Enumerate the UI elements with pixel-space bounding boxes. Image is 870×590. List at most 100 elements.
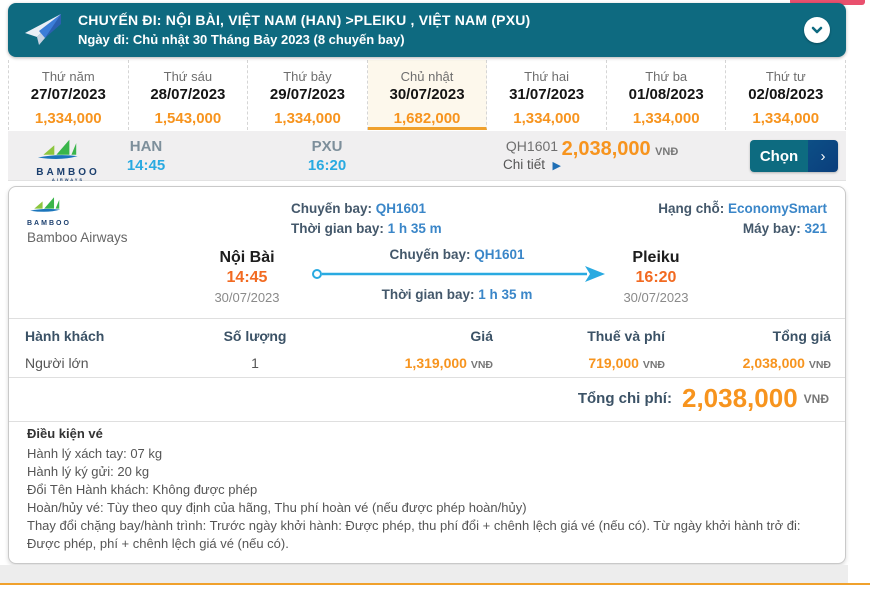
divider bbox=[9, 318, 845, 319]
logo-wordmark: BAMBOO bbox=[27, 220, 71, 227]
route-line-block: Chuyến bay: QH1601 Thời gian bay: 1 h 35… bbox=[309, 247, 605, 302]
tab-day-label: Thứ hai bbox=[524, 69, 570, 84]
date-tab-strip: Thứ năm 27/07/2023 1,334,000 Thứ sáu 28/… bbox=[8, 60, 847, 130]
flight-label: Chuyến bay: bbox=[389, 247, 471, 262]
condition-rebooking: Thay đổi chặng bay/hành trình: Trước ngà… bbox=[27, 518, 801, 551]
bamboo-airways-logo-small bbox=[30, 197, 61, 212]
date-tab-thu-nam[interactable]: Thứ năm 27/07/2023 1,334,000 bbox=[9, 60, 129, 130]
tab-price: 1,334,000 bbox=[274, 110, 341, 127]
tab-date-label: 30/07/2023 bbox=[389, 86, 465, 103]
total-price: 2,038,000 bbox=[561, 138, 651, 160]
grand-total-row: Tổng chi phí: 2,038,000 VNĐ bbox=[578, 383, 829, 414]
fare-table-header: Hành khách Số lượng Giá Thuế và phí Tổng… bbox=[25, 323, 831, 349]
currency-label: VNĐ bbox=[642, 359, 665, 371]
trip-title: CHUYẾN ĐI: NỘI BÀI, VIỆT NAM (HAN) >PLEI… bbox=[78, 12, 531, 28]
flight-number-column: QH1601 Chi tiết ▶ bbox=[467, 138, 597, 172]
base-fare: 1,319,000 bbox=[404, 355, 467, 371]
airline-name: Bamboo Airways bbox=[27, 230, 128, 245]
tab-price: 1,334,000 bbox=[513, 110, 580, 127]
fare-table-row: Người lớn 1 1,319,000 VNĐ 719,000 VNĐ 2,… bbox=[25, 349, 831, 377]
tab-date-label: 27/07/2023 bbox=[30, 86, 106, 103]
flight-detail-card: BAMBOO Bamboo Airways Chuyến bay: QH1601… bbox=[8, 186, 846, 564]
page-background-strip bbox=[0, 565, 848, 583]
divider bbox=[9, 377, 845, 378]
flight-number: QH1601 bbox=[474, 247, 525, 262]
duration-value: 1 h 35 m bbox=[387, 221, 442, 236]
currency-label: VNĐ bbox=[470, 359, 493, 371]
tab-date-label: 29/07/2023 bbox=[269, 86, 345, 103]
currency-label: VNĐ bbox=[655, 146, 679, 158]
fare-conditions: Điều kiện vé Hành lý xách tay: 07 kg Hàn… bbox=[27, 425, 829, 553]
flight-path-icon bbox=[312, 266, 605, 282]
condition-checked: Hành lý ký gửi: 20 kg bbox=[27, 464, 150, 479]
aircraft-label: Máy bay: bbox=[742, 221, 801, 236]
flight-meta-block: Chuyến bay: QH1601 Thời gian bay: 1 h 35… bbox=[291, 199, 442, 239]
grand-total-label: Tổng chi phí: bbox=[577, 390, 672, 407]
chevron-right-icon: › bbox=[808, 140, 838, 172]
row-total: 2,038,000 bbox=[742, 355, 805, 371]
arrival-time: 16:20 bbox=[307, 157, 347, 174]
conditions-title: Điều kiện vé bbox=[27, 426, 103, 441]
tab-price: 1,682,000 bbox=[393, 110, 461, 127]
currency-label: VNĐ bbox=[808, 359, 831, 371]
select-flight-button[interactable]: Chọn › bbox=[750, 140, 838, 172]
origin-code: HAN bbox=[129, 138, 163, 155]
date-tab-thu-bay[interactable]: Thứ bảy 29/07/2023 1,334,000 bbox=[248, 60, 368, 130]
duration-label: Thời gian bay: bbox=[291, 221, 384, 236]
collapse-toggle-button[interactable] bbox=[804, 17, 830, 43]
paper-plane-icon bbox=[8, 11, 78, 49]
tab-price: 1,334,000 bbox=[752, 110, 820, 127]
col-tax: Thuế và phí bbox=[587, 328, 665, 344]
bottom-accent-line bbox=[0, 583, 870, 585]
date-tab-chu-nhat-selected[interactable]: Chủ nhật 30/07/2023 1,682,000 bbox=[367, 60, 488, 130]
destination-column: PXU 16:20 bbox=[277, 138, 377, 174]
origin-block: Nội Bài 14:45 30/07/2023 bbox=[177, 249, 317, 305]
chevron-down-icon bbox=[811, 26, 823, 34]
destination-code: PXU bbox=[311, 138, 343, 155]
grand-total-value: 2,038,000 bbox=[681, 383, 798, 413]
currency-label: VNĐ bbox=[803, 391, 829, 406]
top-right-accent-strip bbox=[790, 0, 865, 5]
tab-day-label: Thứ ba bbox=[645, 69, 688, 84]
tab-day-label: Thứ năm bbox=[41, 69, 95, 84]
aircraft-value: 321 bbox=[804, 221, 827, 236]
col-quantity: Số lượng bbox=[223, 328, 287, 344]
destination-date: 30/07/2023 bbox=[623, 290, 689, 305]
tab-price: 1,334,000 bbox=[632, 110, 700, 127]
airline-block: BAMBOO Bamboo Airways bbox=[27, 195, 128, 245]
trip-subtitle: Ngày đi: Chủ nhật 30 Tháng Bảy 2023 (8 c… bbox=[78, 32, 405, 47]
duration-label: Thời gian bay: bbox=[381, 287, 475, 302]
tab-day-label: Thứ sáu bbox=[163, 69, 213, 84]
tab-date-label: 31/07/2023 bbox=[509, 86, 585, 103]
tab-day-label: Chủ nhật bbox=[400, 69, 454, 84]
details-link[interactable]: Chi tiết ▶ bbox=[502, 157, 561, 172]
destination-time: 16:20 bbox=[635, 269, 677, 286]
flight-number: QH1601 bbox=[375, 201, 427, 216]
tab-date-label: 01/08/2023 bbox=[628, 86, 704, 103]
date-tab-thu-tu[interactable]: Thứ tư 02/08/2023 1,334,000 bbox=[726, 60, 847, 130]
fare-table: Hành khách Số lượng Giá Thuế và phí Tổng… bbox=[25, 323, 831, 377]
date-tab-thu-hai[interactable]: Thứ hai 31/07/2023 1,334,000 bbox=[487, 60, 607, 130]
play-triangle-icon: ▶ bbox=[552, 160, 561, 172]
origin-time: 14:45 bbox=[226, 269, 268, 286]
logo-subtext: AIRWAYS bbox=[51, 177, 85, 182]
duration-value: 1 h 35 m bbox=[478, 287, 533, 302]
cabin-meta-block: Hạng chỗ: EconomySmart Máy bay: 321 bbox=[658, 199, 827, 239]
date-tab-thu-ba[interactable]: Thứ ba 01/08/2023 1,334,000 bbox=[607, 60, 727, 130]
bamboo-airways-logo: BAMBOO AIRWAYS bbox=[18, 137, 118, 182]
tab-price: 1,334,000 bbox=[34, 110, 102, 127]
class-value: EconomySmart bbox=[727, 201, 827, 216]
date-tab-thu-sau[interactable]: Thứ sáu 28/07/2023 1,543,000 bbox=[129, 60, 249, 130]
tab-price: 1,543,000 bbox=[154, 110, 222, 127]
condition-name-change: Đổi Tên Hành khách: Không được phép bbox=[27, 482, 258, 497]
flight-result-row: BAMBOO AIRWAYS HAN 14:45 PXU 16:20 QH160… bbox=[8, 131, 846, 182]
passenger-type: Người lớn bbox=[25, 355, 89, 371]
flight-label: Chuyến bay: bbox=[291, 201, 373, 216]
tab-date-label: 28/07/2023 bbox=[150, 86, 226, 103]
flight-number: QH1601 bbox=[505, 138, 559, 154]
col-passenger: Hành khách bbox=[25, 328, 105, 344]
tab-day-label: Thứ bảy bbox=[283, 69, 332, 84]
destination-name: Pleiku bbox=[632, 249, 680, 266]
passenger-quantity: 1 bbox=[251, 355, 259, 371]
tab-day-label: Thứ tư bbox=[765, 69, 806, 84]
